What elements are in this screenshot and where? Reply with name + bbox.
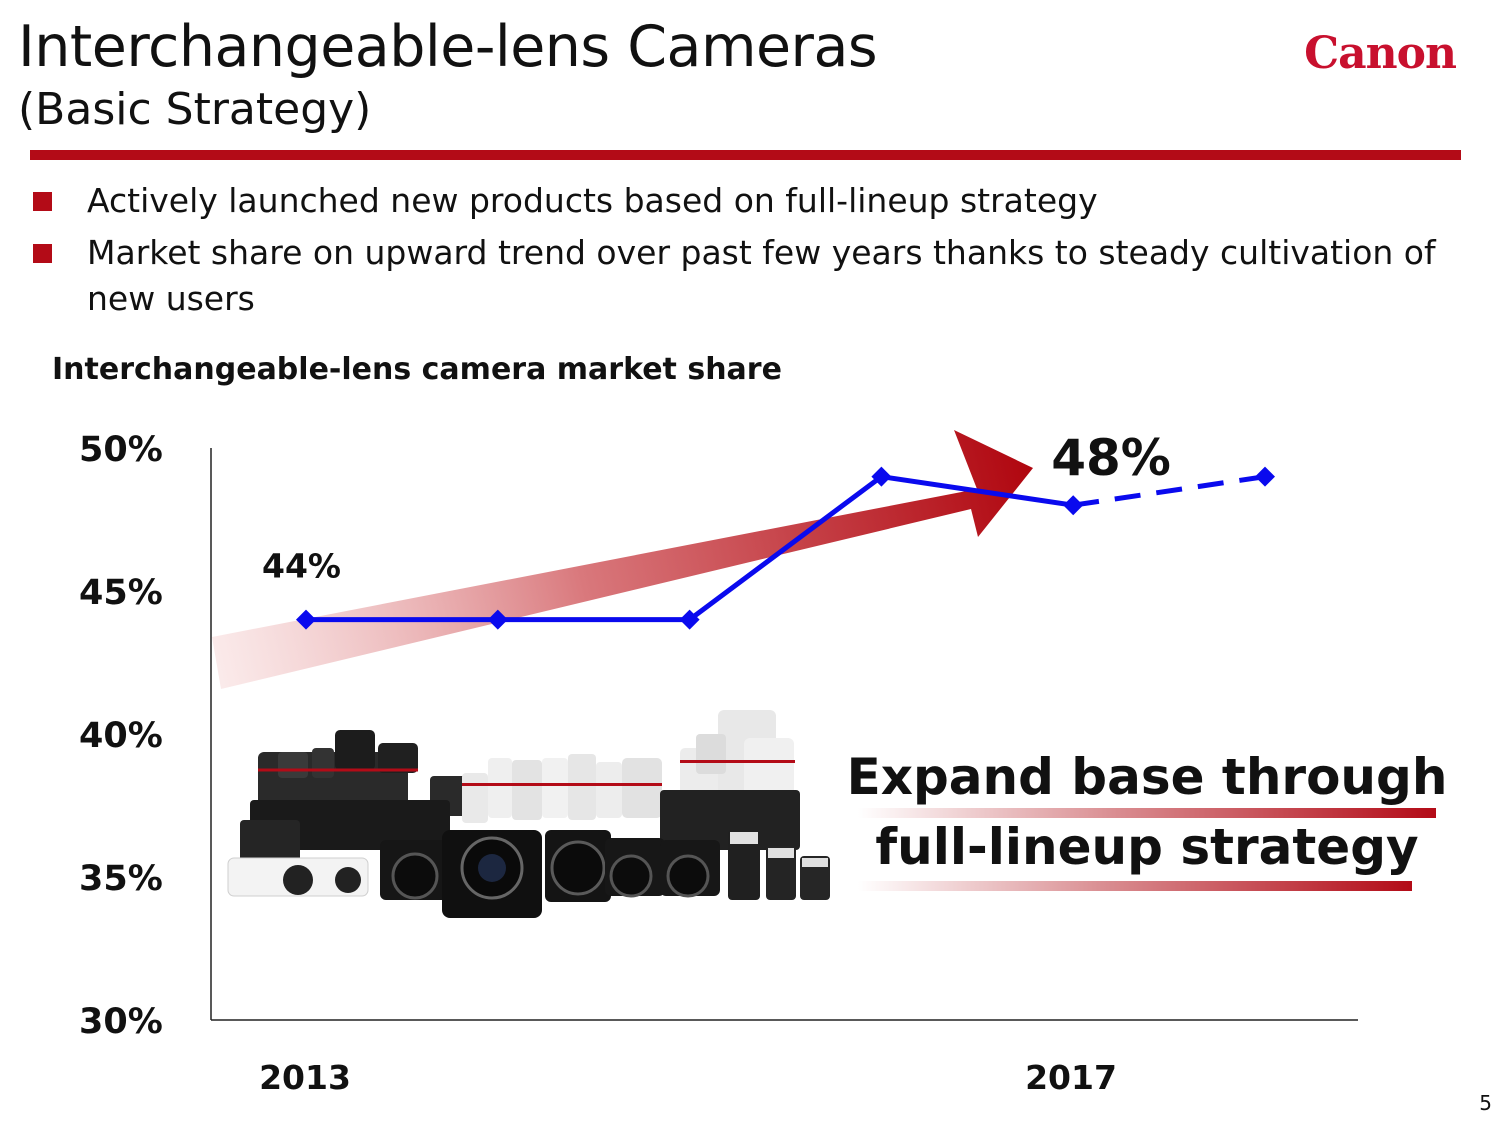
title-divider — [30, 150, 1461, 160]
series-point — [1255, 466, 1275, 487]
chart-title: Interchangeable-lens camera market share — [52, 352, 782, 387]
bullet-item: Market share on upward trend over past f… — [30, 230, 1470, 322]
trend-arrow — [212, 430, 1033, 689]
bullet-text: Market share on upward trend over past f… — [87, 233, 1436, 318]
y-tick-label: 35% — [79, 859, 163, 899]
series-point — [871, 466, 892, 487]
data-label: 44% — [262, 547, 341, 586]
series-point — [296, 609, 316, 630]
series-point — [1063, 495, 1084, 516]
callout-line: full-lineup strategy — [875, 818, 1418, 876]
x-tick-label: 2013 — [259, 1058, 351, 1097]
page-number: 5 — [1479, 1091, 1492, 1115]
data-labels-group: 44% 48% — [262, 429, 1171, 585]
page-title: Interchangeable-lens Cameras — [18, 14, 878, 80]
callout-line: Expand base through — [847, 748, 1448, 806]
data-label: 48% — [1051, 429, 1171, 487]
y-tick-label: 45% — [79, 573, 163, 613]
strategy-callout: Expand base through full-lineup strategy — [847, 748, 1448, 891]
y-tick-label: 40% — [79, 716, 163, 756]
series-points-group — [296, 466, 1275, 630]
canon-logo: Canon — [1304, 28, 1457, 79]
bullet-text: Actively launched new products based on … — [87, 181, 1098, 220]
y-tick-label: 50% — [79, 430, 163, 470]
bullet-list: Actively launched new products based on … — [30, 178, 1470, 328]
bullet-square-icon — [33, 244, 52, 263]
bullet-square-icon — [33, 192, 52, 211]
page-subtitle: (Basic Strategy) — [18, 84, 372, 135]
camera-lineup-image — [227, 710, 830, 918]
bullet-item: Actively launched new products based on … — [30, 178, 1470, 224]
callout-underline — [858, 881, 1412, 891]
series-line-dashed — [1072, 474, 1266, 508]
series-point — [679, 609, 700, 630]
callout-underline — [858, 808, 1436, 818]
y-tick-label: 30% — [79, 1002, 163, 1042]
x-tick-label: 2017 — [1025, 1058, 1117, 1097]
series-point — [487, 609, 508, 630]
